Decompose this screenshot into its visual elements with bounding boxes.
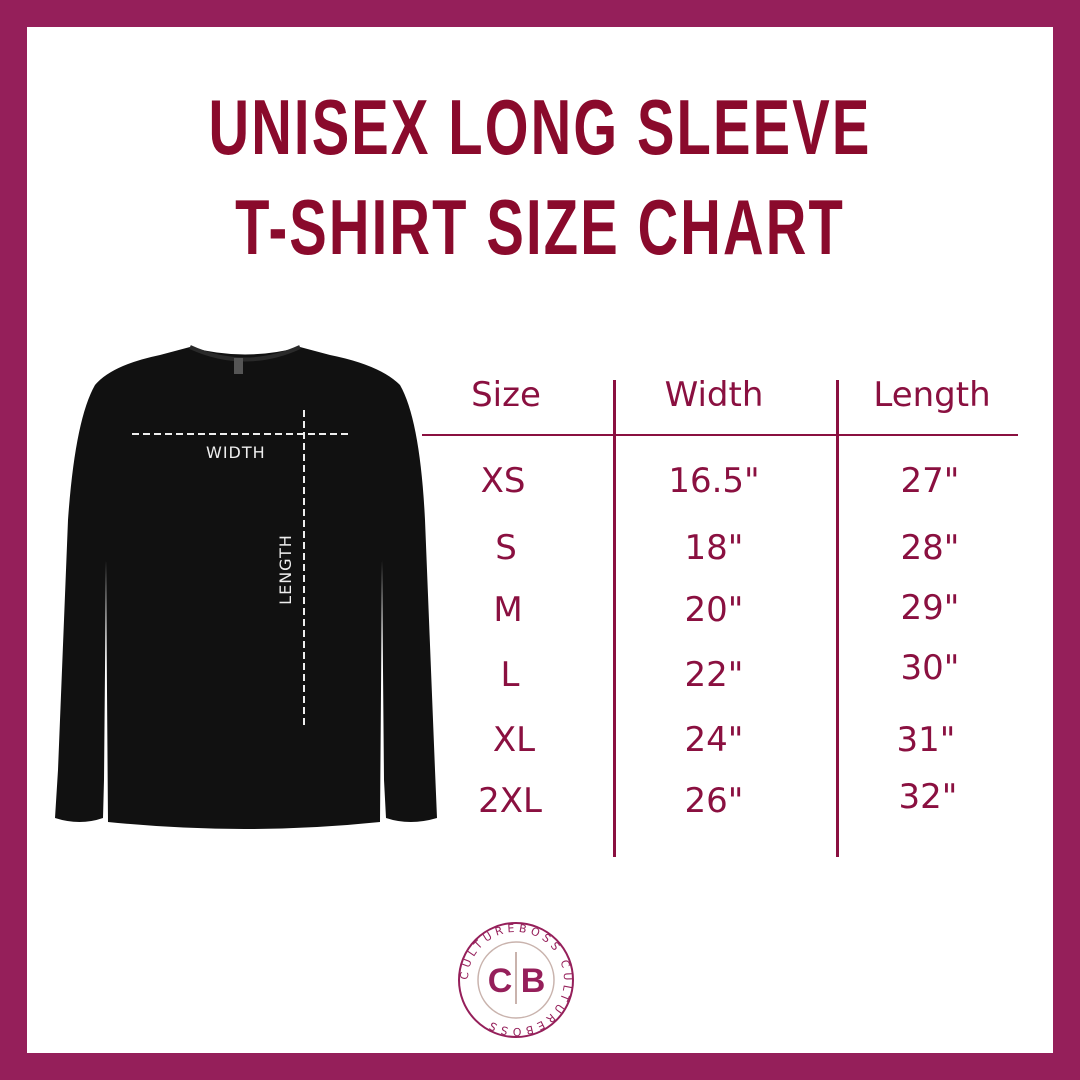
tshirt-tag [234, 358, 243, 374]
length-cell: 29" [900, 588, 960, 628]
tshirt-collar [189, 345, 301, 362]
header-width: Width [664, 375, 764, 415]
size-cell: S [495, 528, 517, 568]
width-cell: 16.5" [668, 461, 760, 501]
title-line-2: T-SHIRT SIZE CHART [235, 183, 845, 271]
column-divider-1 [613, 380, 616, 857]
size-cell: XS [480, 461, 526, 501]
size-cell: XL [492, 720, 536, 760]
column-divider-2 [836, 380, 839, 857]
length-cell: 27" [900, 461, 960, 501]
width-cell: 22" [684, 655, 744, 695]
width-cell: 18" [684, 528, 744, 568]
title-line-1: UNISEX LONG SLEEVE [208, 83, 872, 171]
width-label: WIDTH [206, 443, 266, 462]
size-cell: 2XL [478, 781, 542, 821]
size-cell: M [493, 590, 523, 630]
width-cell: 26" [684, 781, 744, 821]
length-cell: 31" [896, 720, 956, 760]
length-cell: 30" [900, 648, 960, 688]
length-cell: 32" [898, 777, 958, 817]
width-cell: 20" [684, 590, 744, 630]
header-length: Length [873, 375, 991, 415]
length-label: LENGTH [275, 534, 295, 605]
header-rule [422, 434, 1018, 436]
size-cell: L [500, 655, 520, 695]
header-size: Size [471, 375, 541, 415]
width-cell: 24" [684, 720, 744, 760]
length-cell: 28" [900, 528, 960, 568]
tshirt-image [55, 347, 437, 829]
